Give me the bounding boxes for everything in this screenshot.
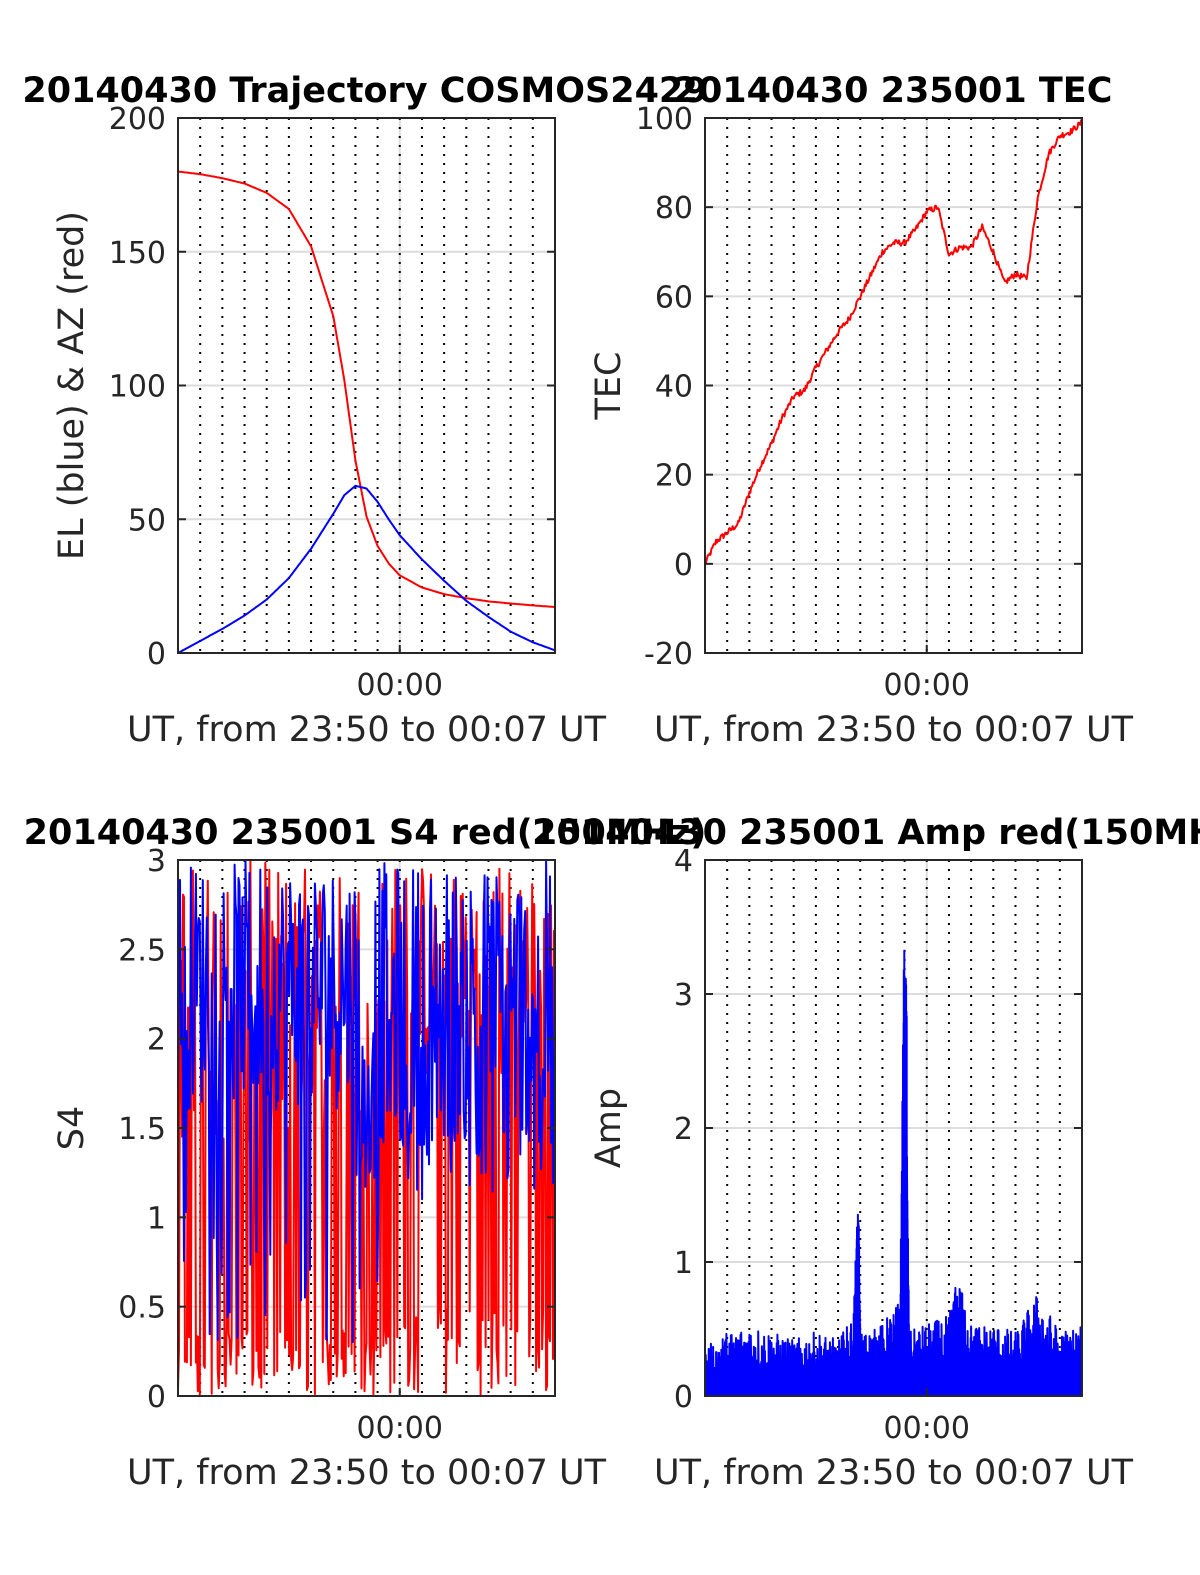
y-tick-label: 200 <box>109 102 166 137</box>
panel-3: 0 0.5 1 1.5 2 2.5 3 00:00 UT, from 23:50 to 00:0… <box>24 813 707 1493</box>
y-axis-label: Amp <box>589 1088 629 1168</box>
y-tick-label: 4 <box>674 844 693 879</box>
y-axis-label: EL (blue) & AZ (red) <box>52 211 92 560</box>
y-tick-label: 1 <box>674 1246 693 1281</box>
x-tick-label: 00:00 <box>884 668 970 703</box>
y-tick-label: 50 <box>128 503 166 538</box>
y-tick-label: 0 <box>674 548 693 583</box>
x-tick-label: 00:00 <box>357 1411 443 1446</box>
y-tick-label: 3 <box>674 978 693 1013</box>
series-line-2 <box>177 859 556 1343</box>
series-line-2 <box>177 484 556 654</box>
y-tick-label: 2 <box>147 1023 166 1058</box>
x-axis-label: UT, from 23:50 to 00:07 UT <box>654 710 1134 750</box>
y-tick-label: -20 <box>644 637 693 672</box>
y-tick-label: 2 <box>674 1112 693 1147</box>
x-axis-label: UT, from 23:50 to 00:07 UT <box>127 1453 607 1493</box>
y-tick-label: 100 <box>109 370 166 405</box>
chart-title: 20140430 235001 TEC <box>674 71 1113 111</box>
chart-title: 20140430 235001 S4 red(150MHz) <box>24 813 707 853</box>
y-tick-label: 0 <box>674 1380 693 1415</box>
y-tick-label: 40 <box>655 370 693 405</box>
chart-title: 20140430 235001 Amp red(150MHz) <box>532 813 1200 853</box>
y-tick-label: 2.5 <box>118 933 166 968</box>
chart-title: 20140430 Trajectory COSMOS2429 <box>22 71 707 111</box>
y-tick-label: 100 <box>636 102 693 137</box>
x-tick-label: 00:00 <box>357 668 443 703</box>
y-tick-label: 80 <box>655 191 693 226</box>
y-axis-label: S4 <box>52 1106 92 1151</box>
series-line-1 <box>177 170 556 608</box>
y-tick-label: 0 <box>147 637 166 672</box>
x-axis-label: UT, from 23:50 to 00:07 UT <box>127 710 607 750</box>
y-tick-label: 150 <box>109 236 166 271</box>
x-tick-label: 00:00 <box>884 1411 970 1446</box>
panel-4: 0 1 2 3 4 00:00 UT, from 23:50 to 00:07 UT Amp 2… <box>532 813 1200 1493</box>
y-tick-label: 1 <box>147 1201 166 1236</box>
y-tick-label: 60 <box>655 280 693 315</box>
y-axis-label: TEC <box>589 352 629 421</box>
y-tick-label: 0.5 <box>118 1291 166 1326</box>
panel-2: -20 0 20 40 60 80 100 00:00 UT, from 23:50 to 00… <box>589 71 1134 750</box>
y-tick-label: 1.5 <box>118 1112 166 1147</box>
series-line-1 <box>704 119 1083 565</box>
y-tick-label: 3 <box>147 844 166 879</box>
y-tick-label: 20 <box>655 459 693 494</box>
series-line-1 <box>704 949 1083 1397</box>
y-tick-label: 0 <box>147 1380 166 1415</box>
x-axis-label: UT, from 23:50 to 00:07 UT <box>654 1453 1134 1493</box>
